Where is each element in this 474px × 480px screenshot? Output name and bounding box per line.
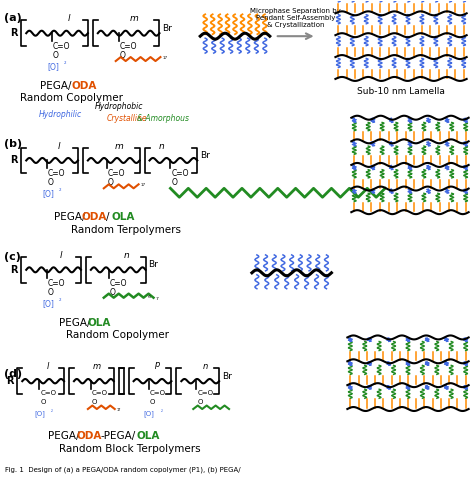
- Text: O: O: [172, 179, 177, 187]
- Text: R: R: [10, 265, 17, 275]
- Text: Random Copolymer: Random Copolymer: [66, 330, 169, 340]
- Text: $m$: $m$: [114, 142, 124, 151]
- Text: (c): (c): [4, 252, 21, 262]
- Text: C=O: C=O: [149, 390, 165, 396]
- Text: Random Block Terpolymers: Random Block Terpolymers: [59, 444, 201, 454]
- Text: Br: Br: [222, 372, 232, 381]
- Text: $n$: $n$: [158, 142, 165, 151]
- Text: PEGA/: PEGA/: [40, 81, 72, 91]
- Text: C=O: C=O: [48, 169, 65, 179]
- Text: ODA: ODA: [77, 431, 102, 441]
- Text: /: /: [106, 212, 109, 222]
- Text: ₂: ₂: [51, 408, 53, 413]
- Text: Fig. 1  Design of (a) a PEGA/ODA random copolymer (P1), (b) PEGA/: Fig. 1 Design of (a) a PEGA/ODA random c…: [5, 466, 241, 473]
- Text: C=O: C=O: [110, 279, 127, 288]
- Text: C=O: C=O: [48, 279, 65, 288]
- Text: PEGA/: PEGA/: [59, 318, 91, 327]
- Text: $l$: $l$: [57, 140, 61, 151]
- Text: ₁₇: ₁₇: [117, 407, 121, 411]
- Text: O: O: [108, 179, 114, 187]
- Text: $l$: $l$: [59, 249, 63, 260]
- Text: Hydrophilic: Hydrophilic: [39, 110, 82, 119]
- Text: [O]: [O]: [42, 299, 54, 308]
- Text: ₂: ₂: [59, 187, 62, 192]
- Text: R: R: [10, 28, 17, 38]
- Text: $p$: $p$: [154, 360, 161, 371]
- Text: ₂: ₂: [59, 297, 62, 301]
- Text: Random Terpolymers: Random Terpolymers: [71, 225, 181, 235]
- Text: OLA: OLA: [88, 318, 111, 327]
- Text: ODA: ODA: [72, 81, 97, 91]
- Text: R: R: [10, 156, 17, 166]
- Text: OLA: OLA: [112, 212, 135, 222]
- Text: $m$: $m$: [128, 14, 139, 23]
- Text: C=O: C=O: [172, 169, 189, 179]
- Text: Random Copolymer: Random Copolymer: [20, 93, 123, 103]
- Text: O: O: [53, 51, 59, 60]
- Text: $l$: $l$: [67, 12, 71, 23]
- Text: ₁₇: ₁₇: [163, 55, 167, 60]
- Text: ₁₇: ₁₇: [141, 182, 146, 187]
- Text: O: O: [197, 399, 202, 405]
- Text: (a): (a): [4, 13, 22, 24]
- Text: O: O: [110, 288, 116, 297]
- Text: C=O: C=O: [40, 390, 56, 396]
- Text: C=O: C=O: [92, 390, 108, 396]
- Text: [O]: [O]: [144, 410, 155, 417]
- Text: Sub-10 nm Lamella: Sub-10 nm Lamella: [357, 87, 445, 96]
- Text: $m$: $m$: [92, 362, 101, 371]
- Text: $l$: $l$: [46, 360, 50, 371]
- Text: (b): (b): [4, 139, 22, 149]
- Text: C=O: C=O: [108, 169, 125, 179]
- Text: O: O: [48, 179, 54, 187]
- Text: Br: Br: [200, 151, 210, 160]
- Text: O: O: [48, 288, 54, 297]
- Text: PEGA/: PEGA/: [48, 431, 80, 441]
- Text: O: O: [40, 399, 46, 405]
- Text: ₂: ₂: [161, 408, 163, 413]
- Text: ₆: ₆: [147, 293, 150, 299]
- Text: C=O: C=O: [197, 390, 213, 396]
- Text: ₂: ₂: [64, 60, 66, 65]
- Text: PEGA/: PEGA/: [54, 212, 86, 222]
- Text: (d): (d): [4, 369, 22, 379]
- Text: R: R: [6, 376, 13, 386]
- Text: C=O: C=O: [120, 42, 137, 51]
- Text: Br: Br: [148, 260, 158, 269]
- Text: O: O: [120, 51, 126, 60]
- Text: -PEGA/: -PEGA/: [101, 431, 136, 441]
- Text: Crystalline: Crystalline: [107, 114, 147, 123]
- Text: & Amorphous: & Amorphous: [137, 114, 189, 123]
- Text: C=O: C=O: [53, 42, 71, 51]
- Text: $n$: $n$: [202, 362, 209, 371]
- Text: [O]: [O]: [47, 62, 59, 71]
- Text: O: O: [149, 399, 155, 405]
- Text: [O]: [O]: [42, 189, 54, 198]
- Text: Hydrophobic: Hydrophobic: [94, 102, 143, 111]
- Text: [O]: [O]: [34, 410, 45, 417]
- Text: $n$: $n$: [123, 251, 130, 260]
- Text: Microphase Separation by
Pendant Self-Assembly
& Crystallization: Microphase Separation by Pendant Self-As…: [250, 8, 341, 28]
- Text: ₇: ₇: [155, 295, 158, 300]
- Text: O: O: [92, 399, 97, 405]
- Text: ODA: ODA: [82, 212, 107, 222]
- Text: Br: Br: [163, 24, 173, 33]
- Text: OLA: OLA: [137, 431, 160, 441]
